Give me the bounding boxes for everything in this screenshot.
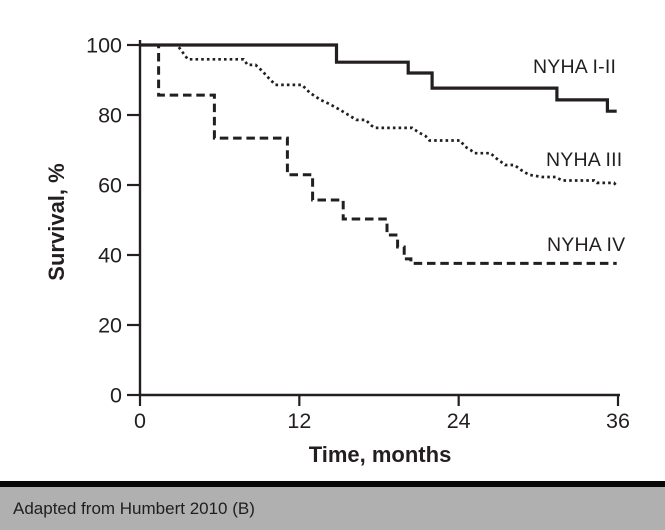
series-label-nyha-i-ii: NYHA I-II xyxy=(533,56,616,78)
x-tick-label: 24 xyxy=(447,409,471,433)
y-tick-label: 60 xyxy=(98,174,122,198)
x-axis-title: Time, months xyxy=(309,442,452,467)
curve-nyha-iii xyxy=(140,43,618,187)
y-tick-label: 80 xyxy=(98,104,122,128)
survival-chart: 100 80 60 40 20 00 12 24 36 Survival, % Time, mo… xyxy=(44,34,630,468)
x-tick-label: 36 xyxy=(606,409,630,433)
footer-caption-bar: Adapted from Humbert 2010 (B) xyxy=(0,481,665,530)
series-label-nyha-iii: NYHA III xyxy=(546,149,622,171)
x-tick-label: 12 xyxy=(287,409,311,433)
y-tick-label: 20 xyxy=(98,314,122,338)
y-axis-title: Survival, % xyxy=(44,163,69,280)
source-caption: Adapted from Humbert 2010 (B) xyxy=(13,499,255,518)
y-tick-label: 100 xyxy=(86,34,122,58)
y-tick-label: 40 xyxy=(98,244,122,268)
curve-nyha-i-ii xyxy=(140,43,617,113)
x-tick-label: 0 xyxy=(134,409,146,433)
chart-generated-layer: 100 80 60 40 20 00 12 24 36 xyxy=(86,34,630,434)
y-tick-label: 0 xyxy=(110,384,122,408)
series-label-nyha-iv: NYHA IV xyxy=(547,234,625,256)
